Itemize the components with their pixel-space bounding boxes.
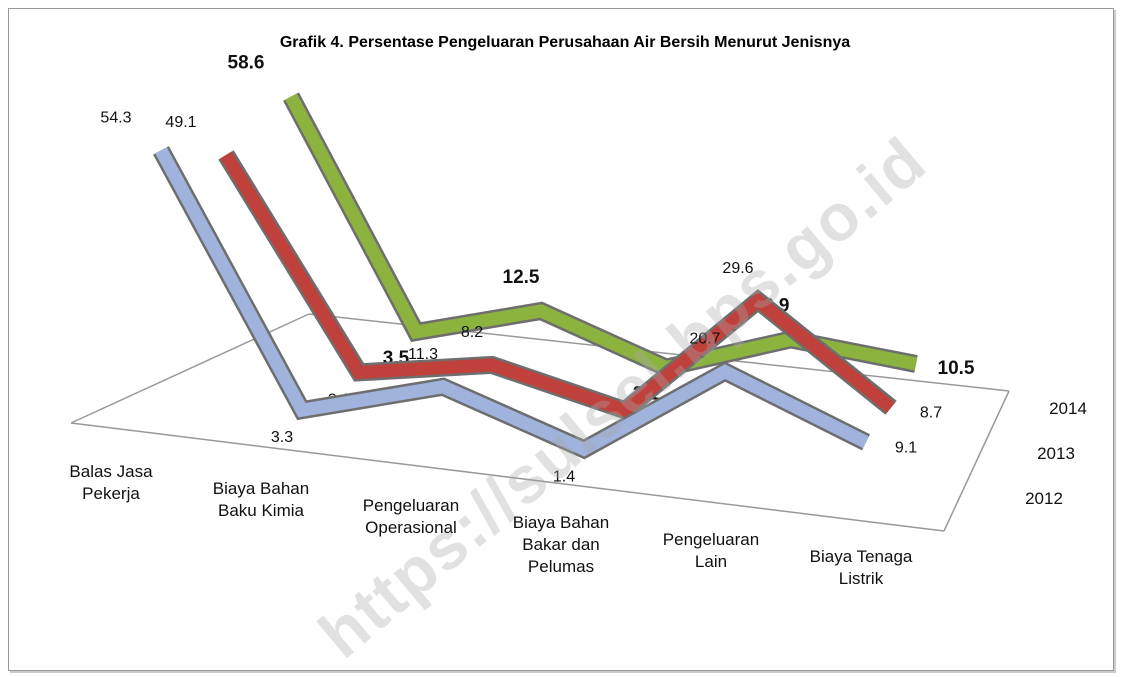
series-line: [220, 151, 896, 418]
data-label: 3.3: [271, 429, 293, 446]
data-label: 8.7: [920, 405, 942, 422]
data-label: 10.5: [938, 358, 975, 379]
x-tick-label: Biaya Bahan Baku Kimia: [212, 479, 310, 520]
data-label: 54.3: [100, 109, 131, 126]
data-label: 8.2: [461, 324, 483, 341]
data-label: 58.6: [228, 53, 265, 74]
x-tick-label: Biaya Bahan Bakar dan Pelumas: [512, 513, 610, 576]
legend-label: 2013: [1037, 444, 1075, 463]
chart: Grafik 4. Persentase Pengeluaran Perusah…: [70, 34, 1087, 532]
data-label: 9.1: [895, 439, 917, 456]
data-label: 11.3: [408, 346, 438, 363]
series-line: [155, 147, 869, 457]
data-label: 49.1: [165, 114, 196, 131]
data-label: 12.5: [503, 267, 540, 288]
depth-axis: [943, 390, 1010, 532]
x-tick-label: Balas Jasa Pekerja: [69, 462, 153, 503]
data-label: 29.6: [722, 260, 753, 277]
legend-label: 2012: [1025, 489, 1063, 508]
data-label: 20.7: [689, 331, 720, 348]
x-tick-label: Biaya Tenaga Listrik: [809, 547, 913, 588]
data-label: 1.4: [553, 468, 575, 485]
legend-label: 2014: [1049, 399, 1087, 418]
chart-title: Grafik 4. Persentase Pengeluaran Perusah…: [280, 34, 850, 51]
x-tick-label: Pengeluaran Lain: [662, 530, 760, 571]
x-tick-label: Pengeluaran Operasional: [362, 496, 460, 537]
floor-front: [70, 422, 945, 532]
chart-frame: Grafik 4. Persentase Pengeluaran Perusah…: [8, 8, 1114, 671]
